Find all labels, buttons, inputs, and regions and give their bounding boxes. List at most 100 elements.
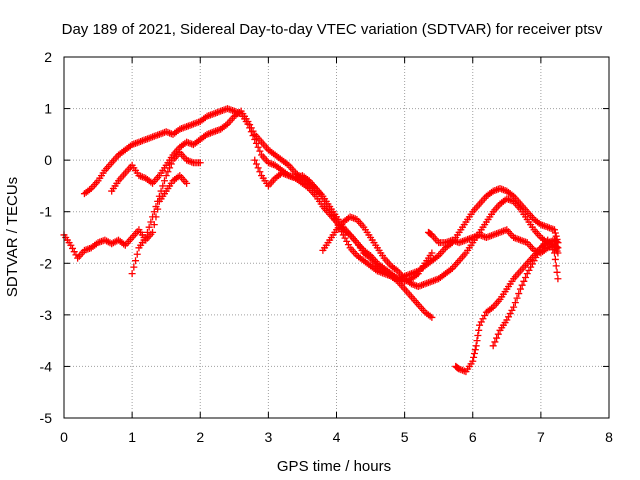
- data-point-plus: [246, 121, 254, 129]
- x-axis-label: GPS time / hours: [277, 458, 391, 475]
- data-point-plus: [552, 262, 560, 270]
- data-point-plus: [167, 160, 175, 168]
- data-point-plus: [479, 315, 487, 323]
- data-point-plus: [520, 277, 528, 285]
- x-tick-label: 7: [537, 429, 545, 445]
- data-point-plus: [481, 312, 489, 320]
- series-arc-3: [108, 107, 436, 321]
- data-point-plus: [477, 318, 485, 326]
- data-point-plus: [551, 229, 559, 237]
- series-arc-8: [452, 236, 562, 376]
- y-tick-label: -3: [40, 307, 53, 323]
- data-point-plus: [166, 164, 174, 172]
- data-point-plus: [471, 346, 479, 354]
- x-tick-labels: 0 1 2 3 4 5 6 7 8: [60, 429, 613, 445]
- data-point-plus: [162, 172, 170, 180]
- data-point-plus: [159, 182, 167, 190]
- data-points: [60, 105, 562, 376]
- data-point-plus: [149, 213, 157, 221]
- data-point-plus: [128, 270, 136, 278]
- series-arc-6: [319, 195, 562, 290]
- data-point-plus: [522, 273, 530, 281]
- data-point-plus: [252, 139, 260, 147]
- data-point-plus: [518, 281, 526, 289]
- axis-ticks: [63, 56, 610, 419]
- data-point-plus: [428, 313, 436, 321]
- data-point-plus: [506, 310, 514, 318]
- series-arc-9: [489, 236, 562, 350]
- data-point-plus: [551, 249, 558, 257]
- data-point-plus: [157, 187, 165, 195]
- data-point-plus: [143, 228, 151, 236]
- data-point-plus: [505, 313, 513, 321]
- data-point-plus: [69, 244, 77, 252]
- data-point-plus: [130, 263, 138, 271]
- data-point-plus: [247, 124, 255, 132]
- data-point-plus: [196, 159, 204, 167]
- x-tick-label: 0: [60, 429, 68, 445]
- data-point-plus: [470, 353, 478, 361]
- data-point-plus: [494, 330, 502, 338]
- data-point-plus: [472, 342, 480, 350]
- y-tick-labels: -5 -4 -3 -2 -1 0 1 2: [40, 49, 53, 426]
- data-point-plus: [145, 223, 153, 231]
- data-point-plus: [343, 237, 351, 245]
- data-point-plus: [164, 168, 172, 176]
- data-point-plus: [142, 234, 150, 241]
- data-point-plus: [155, 192, 163, 200]
- data-point-plus: [553, 268, 561, 276]
- data-point-plus: [147, 218, 155, 226]
- data-point-plus: [470, 350, 478, 358]
- data-point-plus: [473, 337, 481, 345]
- data-point-plus: [469, 357, 477, 365]
- series-arc-1: [60, 172, 191, 262]
- data-point-plus: [525, 266, 533, 274]
- data-point-plus: [513, 294, 521, 302]
- data-point-plus: [428, 249, 436, 257]
- data-point-plus: [132, 257, 140, 265]
- data-point-plus: [551, 255, 559, 263]
- data-point-plus: [551, 226, 558, 234]
- y-tick-label: -4: [40, 358, 53, 374]
- data-point-plus: [511, 299, 519, 307]
- y-tick-label: 0: [44, 152, 52, 168]
- data-point-plus: [254, 164, 262, 172]
- data-point-plus: [256, 168, 264, 176]
- data-point-plus: [183, 179, 191, 187]
- y-tick-label: -1: [40, 204, 53, 220]
- data-point-plus: [516, 285, 524, 293]
- data-point-plus: [489, 342, 497, 350]
- x-tick-label: 8: [605, 429, 613, 445]
- data-point-plus: [554, 275, 562, 283]
- data-point-plus: [152, 203, 160, 211]
- data-point-plus: [493, 334, 501, 342]
- data-point-plus: [508, 306, 516, 314]
- y-tick-label: 1: [44, 101, 52, 117]
- x-tick-label: 2: [196, 429, 204, 445]
- x-tick-label: 5: [401, 429, 409, 445]
- data-point-plus: [249, 127, 257, 135]
- data-point-plus: [523, 270, 531, 278]
- data-point-plus: [530, 257, 538, 265]
- data-point-plus: [341, 234, 349, 242]
- data-point-plus: [254, 143, 262, 151]
- data-point-plus: [554, 239, 562, 247]
- data-point-plus: [476, 321, 484, 329]
- y-axis-label: SDTVAR / TECUs: [4, 177, 21, 297]
- data-point-plus: [510, 303, 518, 311]
- x-tick-label: 6: [469, 429, 477, 445]
- y-tick-label: 2: [44, 49, 52, 65]
- chart-title: Day 189 of 2021, Sidereal Day-to-day VTE…: [62, 21, 603, 38]
- data-point-plus: [344, 241, 352, 249]
- data-point-plus: [133, 250, 141, 258]
- x-tick-label: 3: [264, 429, 272, 445]
- x-tick-label: 1: [128, 429, 136, 445]
- data-point-plus: [475, 326, 483, 334]
- data-point-plus: [154, 197, 162, 205]
- x-tick-label: 4: [333, 429, 341, 445]
- data-point-plus: [256, 147, 264, 155]
- data-point-plus: [251, 156, 259, 164]
- data-point-plus: [515, 290, 523, 298]
- data-point-plus: [150, 208, 158, 216]
